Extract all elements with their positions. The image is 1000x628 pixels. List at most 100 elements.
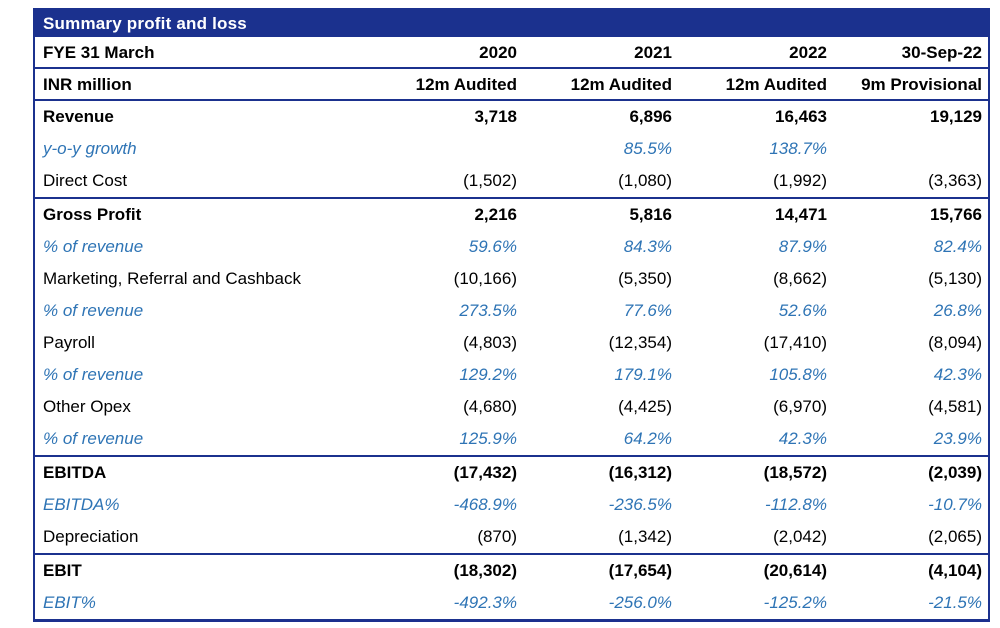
value-cell: 273.5% bbox=[459, 301, 517, 320]
value-cell: (3,363) bbox=[928, 171, 982, 190]
table-body: Revenue 3,718 6,896 16,463 19,129 y-o-y growt… bbox=[35, 101, 988, 619]
value-cell: 105.8% bbox=[769, 365, 827, 384]
row-label: y-o-y growth bbox=[43, 139, 137, 158]
column-header-30-sep-22: 30-Sep-22 bbox=[901, 43, 982, 62]
summary-pnl-table: Summary profit and loss FYE 31 March 202… bbox=[33, 8, 990, 622]
value-cell: -125.2% bbox=[763, 593, 827, 612]
row-label: EBIT% bbox=[43, 593, 96, 612]
value-cell: (6,970) bbox=[773, 397, 827, 416]
value-cell: -21.5% bbox=[928, 593, 982, 612]
unit-header-row: INR million 12m Audited 12m Audited 12m … bbox=[35, 69, 988, 101]
table-row: Revenue 3,718 6,896 16,463 19,129 bbox=[35, 101, 988, 133]
value-cell: (1,342) bbox=[618, 527, 672, 546]
value-cell: -112.8% bbox=[764, 495, 827, 514]
table-section: Revenue 3,718 6,896 16,463 19,129 y-o-y growt… bbox=[35, 101, 988, 199]
table-row: EBITDA (17,432) (16,312) (18,572) (2,039) bbox=[35, 457, 988, 489]
value-cell: 42.3% bbox=[933, 365, 982, 384]
value-cell: 52.6% bbox=[778, 301, 827, 320]
value-cell: -256.0% bbox=[608, 593, 672, 612]
value-cell: 59.6% bbox=[468, 237, 517, 256]
table-row: Payroll (4,803) (12,354) (17,410) (8,094) bbox=[35, 327, 988, 359]
value-cell: (1,502) bbox=[463, 171, 517, 190]
period-label-2020: 12m Audited bbox=[415, 75, 517, 94]
value-cell: (4,680) bbox=[463, 397, 517, 416]
value-cell: 19,129 bbox=[930, 107, 982, 126]
table-row: EBIT (18,302) (17,654) (20,614) (4,104) bbox=[35, 555, 988, 587]
row-label: Direct Cost bbox=[43, 171, 128, 190]
value-cell: 6,896 bbox=[629, 107, 672, 126]
value-cell: 179.1% bbox=[614, 365, 672, 384]
value-cell: (870) bbox=[477, 527, 517, 546]
row-label: Marketing, Referral and Cashback bbox=[43, 269, 301, 288]
value-cell: (20,614) bbox=[763, 561, 827, 580]
value-cell: (16,312) bbox=[608, 463, 672, 482]
row-label: EBITDA bbox=[43, 463, 107, 482]
row-label: % of revenue bbox=[43, 365, 144, 384]
value-cell: (12,354) bbox=[608, 333, 672, 352]
table-row: % of revenue 59.6% 84.3% 87.9% 82.4% bbox=[35, 231, 988, 263]
value-cell: (18,302) bbox=[453, 561, 517, 580]
fye-header-row: FYE 31 March 2020 2021 2022 30-Sep-22 bbox=[35, 37, 988, 69]
row-label: Gross Profit bbox=[43, 205, 142, 224]
period-label-30-sep-22: 9m Provisional bbox=[861, 75, 982, 94]
row-label: Payroll bbox=[43, 333, 95, 352]
table-row: % of revenue 125.9% 64.2% 42.3% 23.9% bbox=[35, 423, 988, 455]
value-cell: (8,662) bbox=[773, 269, 827, 288]
value-cell: (1,992) bbox=[773, 171, 827, 190]
value-cell: (8,094) bbox=[928, 333, 982, 352]
table-row: Other Opex (4,680) (4,425) (6,970) (4,581) bbox=[35, 391, 988, 423]
value-cell: (17,654) bbox=[608, 561, 672, 580]
value-cell: 84.3% bbox=[623, 237, 672, 256]
table-row: y-o-y growth 85.5% 138.7% bbox=[35, 133, 988, 165]
value-cell: (4,803) bbox=[463, 333, 517, 352]
value-cell: (4,425) bbox=[618, 397, 672, 416]
value-cell: -236.5% bbox=[608, 495, 672, 514]
value-cell: -492.3% bbox=[453, 593, 517, 612]
table-row: % of revenue 129.2% 179.1% 105.8% 42.3% bbox=[35, 359, 988, 391]
table-row: % of revenue 273.5% 77.6% 52.6% 26.8% bbox=[35, 295, 988, 327]
table-row: EBITDA% -468.9% -236.5% -112.8% -10.7% bbox=[35, 489, 988, 521]
table-title: Summary profit and loss bbox=[43, 14, 247, 33]
table-row: Direct Cost (1,502) (1,080) (1,992) (3,363) bbox=[35, 165, 988, 197]
value-cell: (2,042) bbox=[773, 527, 827, 546]
value-cell: 87.9% bbox=[778, 237, 827, 256]
unit-label: INR million bbox=[43, 75, 132, 94]
value-cell: 5,816 bbox=[629, 205, 672, 224]
table-row: Gross Profit 2,216 5,816 14,471 15,766 bbox=[35, 199, 988, 231]
value-cell: -468.9% bbox=[453, 495, 517, 514]
value-cell: 64.2% bbox=[623, 429, 672, 448]
row-label: % of revenue bbox=[43, 429, 144, 448]
row-label: EBIT bbox=[43, 561, 82, 580]
value-cell: (5,130) bbox=[928, 269, 982, 288]
table-section: EBITDA (17,432) (16,312) (18,572) (2,039) EBI… bbox=[35, 457, 988, 555]
value-cell: (18,572) bbox=[763, 463, 827, 482]
table-row: EBIT% -492.3% -256.0% -125.2% -21.5% bbox=[35, 587, 988, 619]
value-cell: 16,463 bbox=[775, 107, 827, 126]
value-cell bbox=[368, 133, 523, 165]
value-cell: 125.9% bbox=[459, 429, 517, 448]
value-cell: (5,350) bbox=[618, 269, 672, 288]
column-header-2022: 2022 bbox=[789, 43, 827, 62]
table-title-bar: Summary profit and loss bbox=[35, 10, 988, 37]
value-cell: 23.9% bbox=[933, 429, 982, 448]
value-cell: 138.7% bbox=[769, 139, 827, 158]
value-cell: (17,410) bbox=[763, 333, 827, 352]
value-cell: 85.5% bbox=[623, 139, 672, 158]
table-row: Depreciation (870) (1,342) (2,042) (2,065) bbox=[35, 521, 988, 553]
value-cell: 14,471 bbox=[775, 205, 827, 224]
row-label: Revenue bbox=[43, 107, 114, 126]
value-cell: 77.6% bbox=[623, 301, 672, 320]
value-cell: (2,039) bbox=[928, 463, 982, 482]
value-cell: 42.3% bbox=[778, 429, 827, 448]
value-cell: (1,080) bbox=[618, 171, 672, 190]
column-header-2021: 2021 bbox=[634, 43, 672, 62]
row-label: Other Opex bbox=[43, 397, 131, 416]
row-label: Depreciation bbox=[43, 527, 139, 546]
column-header-2020: 2020 bbox=[479, 43, 517, 62]
value-cell: (17,432) bbox=[453, 463, 517, 482]
row-label: EBITDA% bbox=[43, 495, 120, 514]
table-row: Marketing, Referral and Cashback (10,166)… bbox=[35, 263, 988, 295]
table-section: Gross Profit 2,216 5,816 14,471 15,766 % of r… bbox=[35, 199, 988, 457]
value-cell: 15,766 bbox=[930, 205, 982, 224]
